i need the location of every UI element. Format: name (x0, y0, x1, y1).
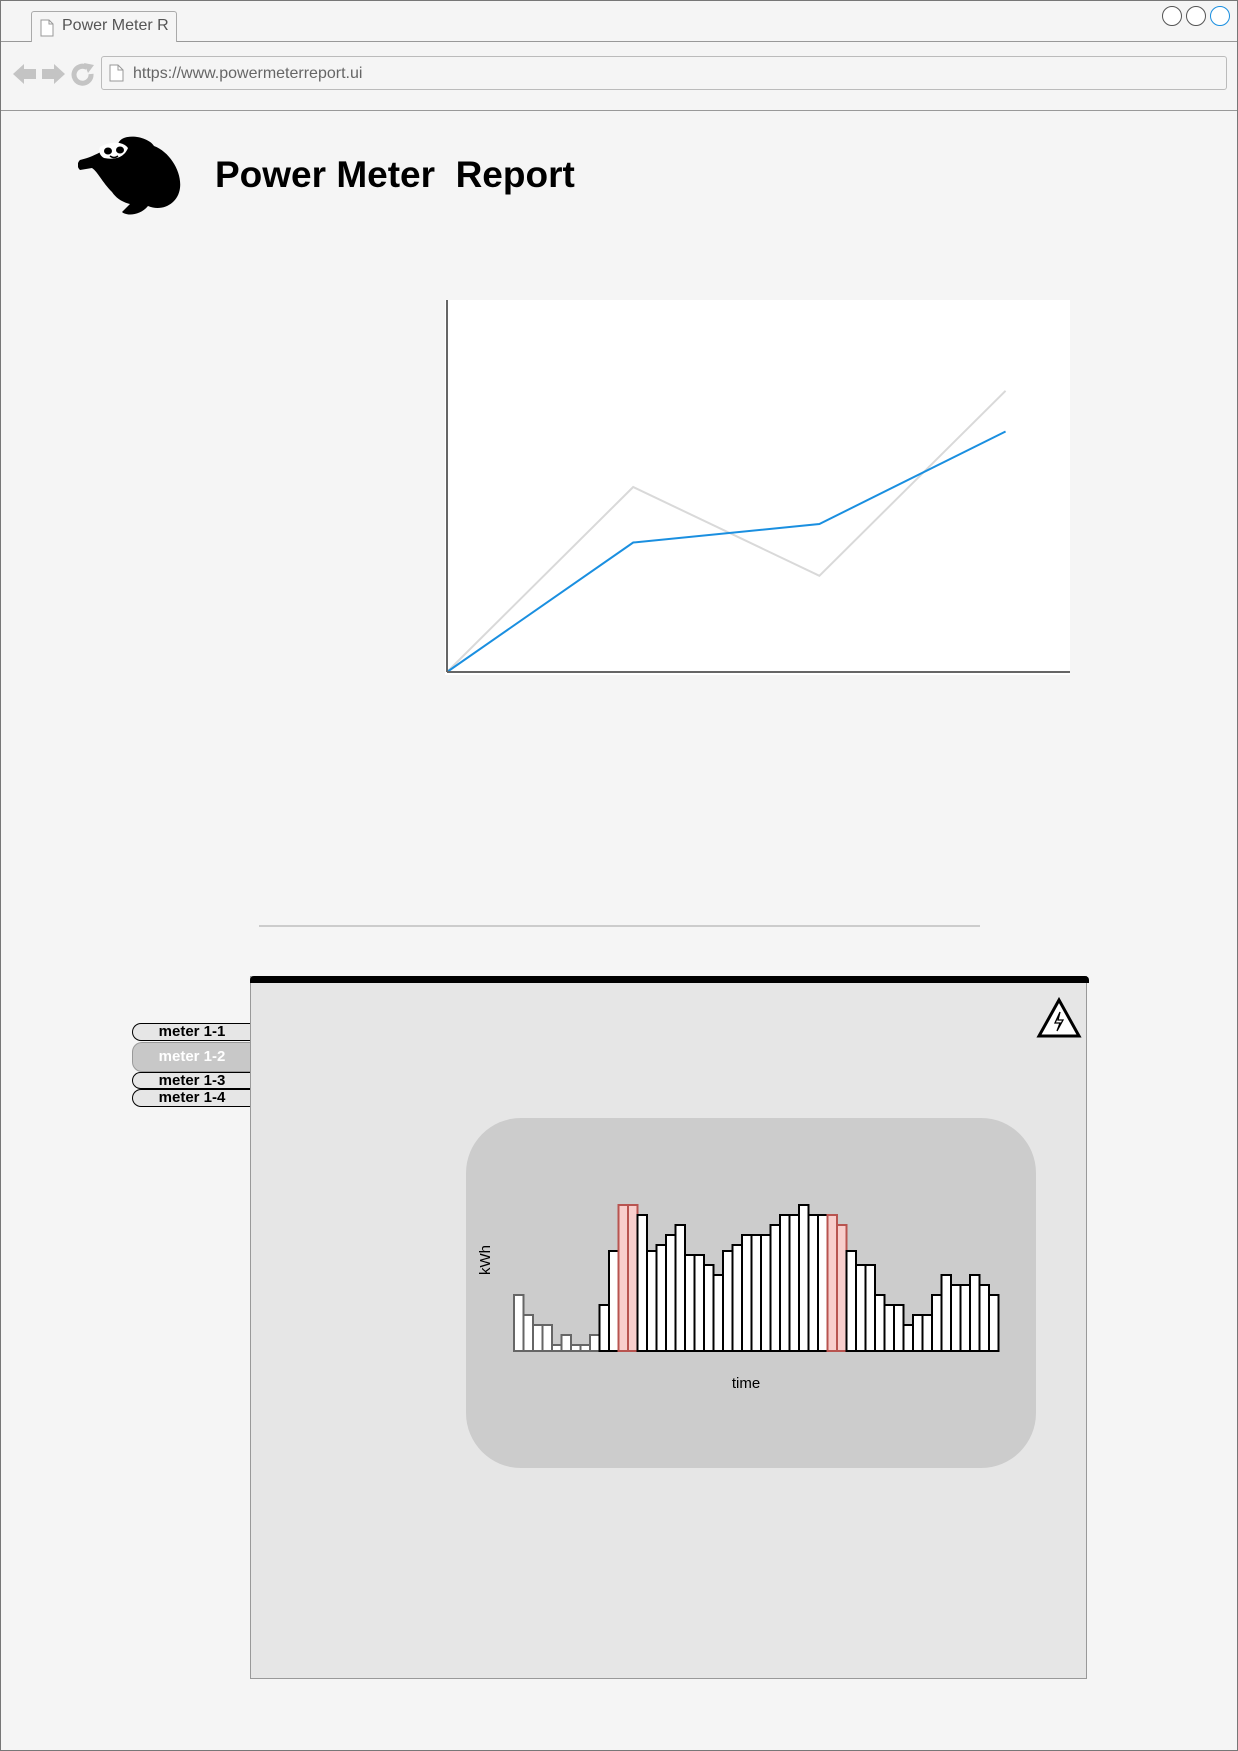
bar (921, 1314, 933, 1352)
x-axis-label: time (732, 1375, 760, 1392)
bar (769, 1224, 781, 1352)
bar (978, 1284, 990, 1352)
bar (684, 1254, 696, 1352)
bar (665, 1234, 677, 1352)
bar-highlighted (826, 1214, 838, 1352)
bar (560, 1334, 572, 1352)
forward-arrow-icon[interactable] (41, 63, 65, 85)
bar (522, 1314, 534, 1352)
bar (817, 1214, 829, 1352)
page-icon (40, 19, 54, 37)
plot-area (445, 300, 1070, 675)
bar (636, 1214, 648, 1352)
bar (722, 1250, 734, 1352)
meter-tab-1-4[interactable]: meter 1-4 (132, 1089, 251, 1107)
tab-bar: Power Meter R (1, 1, 1237, 42)
bar (598, 1304, 610, 1352)
bar (532, 1324, 544, 1352)
bar (589, 1334, 601, 1352)
meter-tab-1-2[interactable]: meter 1-2 (132, 1042, 251, 1072)
meter-tab-1-1[interactable]: meter 1-1 (132, 1023, 251, 1041)
consumption-chart-card: time kWh (466, 1118, 1036, 1468)
series-line-2 (446, 390, 1007, 673)
meter-tab-1-3[interactable]: meter 1-3 (132, 1072, 251, 1089)
bar (760, 1234, 772, 1352)
bar-highlighted (836, 1224, 848, 1352)
bar-highlighted (627, 1204, 639, 1352)
bar (779, 1214, 791, 1352)
bar (798, 1204, 810, 1352)
maximize-button[interactable] (1186, 6, 1206, 26)
bar (931, 1294, 943, 1352)
bar (845, 1250, 857, 1352)
bar (513, 1294, 525, 1352)
url-text: https://www.powermeterreport.ui (133, 65, 363, 82)
bar-chart: time kWh (477, 1204, 1000, 1392)
bar (902, 1324, 914, 1352)
page-icon (109, 64, 124, 82)
y-axis-label: kWh (477, 1245, 494, 1275)
browser-tab[interactable]: Power Meter R (31, 11, 177, 42)
bar (655, 1244, 667, 1352)
bar (750, 1234, 762, 1352)
sloth-logo-icon (78, 136, 181, 215)
bar (741, 1234, 753, 1352)
bar (855, 1264, 867, 1352)
bar (893, 1304, 905, 1352)
bar (608, 1250, 620, 1352)
series-line-1 (446, 430, 1007, 673)
bar (950, 1284, 962, 1352)
divider (259, 925, 980, 927)
bar (940, 1274, 952, 1352)
panel-header-bar (250, 976, 1089, 983)
line-chart (445, 300, 1070, 675)
tab-title: Power Meter R (62, 17, 169, 34)
bar (969, 1274, 981, 1352)
bar (579, 1344, 591, 1352)
address-bar[interactable]: https://www.powermeterreport.ui (101, 56, 1227, 90)
bar-highlighted (617, 1204, 629, 1352)
bar (988, 1294, 1000, 1352)
bar (883, 1304, 895, 1352)
bar (864, 1264, 876, 1352)
navigation-bar: https://www.powermeterreport.ui (1, 42, 1237, 111)
high-voltage-warning-icon (1036, 997, 1082, 1038)
reload-icon[interactable] (71, 63, 95, 87)
bar (788, 1214, 800, 1352)
bar (712, 1274, 724, 1352)
close-button[interactable] (1210, 6, 1230, 26)
bar (541, 1324, 553, 1352)
page-title: Power Meter Report (215, 154, 575, 195)
bar (731, 1244, 743, 1352)
bar (959, 1284, 971, 1352)
bar (570, 1344, 582, 1352)
bar (703, 1264, 715, 1352)
bar (874, 1294, 886, 1352)
bar (693, 1254, 705, 1352)
bar (551, 1344, 563, 1352)
minimize-button[interactable] (1162, 6, 1182, 26)
back-arrow-icon[interactable] (13, 63, 37, 85)
bar (807, 1214, 819, 1352)
bar (646, 1250, 658, 1352)
bar (912, 1314, 924, 1352)
bar (674, 1224, 686, 1352)
